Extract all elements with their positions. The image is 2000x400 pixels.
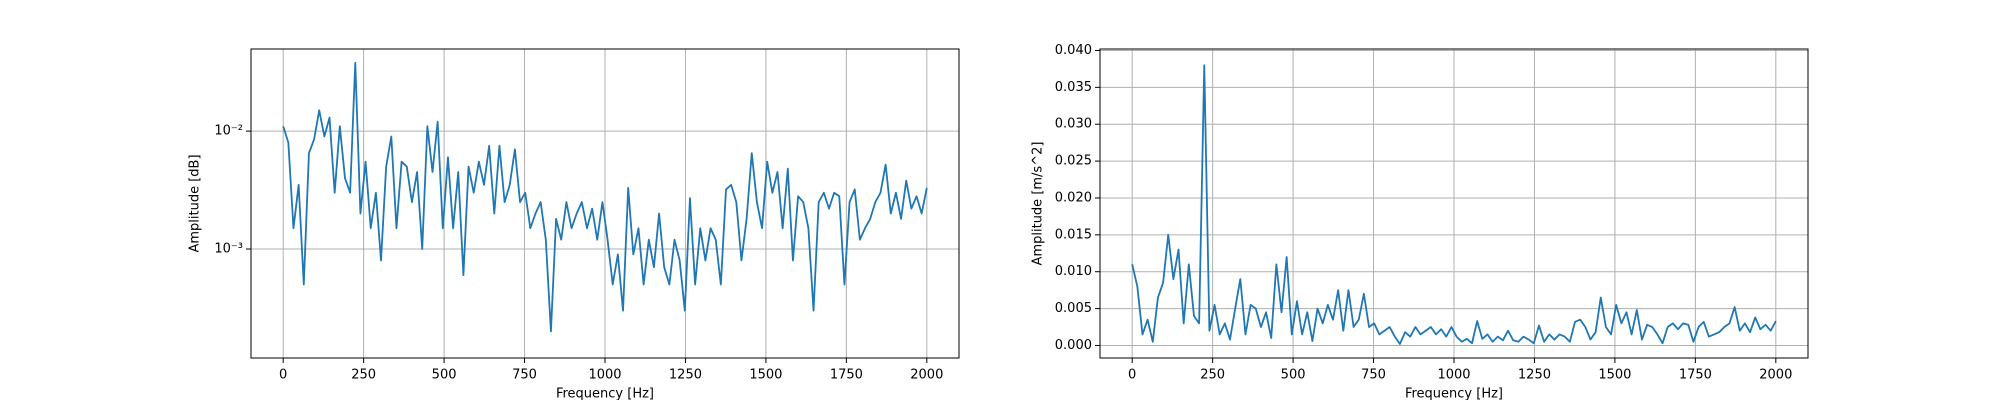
- y-tick-label: 0.020: [1055, 190, 1092, 205]
- x-tick-label: 0: [1128, 368, 1136, 383]
- y-tick-label: 0.040: [1055, 43, 1092, 58]
- y-tick-label: 0.005: [1055, 301, 1092, 316]
- x-tick-label: 750: [512, 368, 537, 383]
- y-tick-label: 0.030: [1055, 117, 1092, 132]
- y-axis-label: Amplitude [dB]: [188, 154, 203, 252]
- x-tick-label: 1750: [830, 368, 863, 383]
- y-tick-label: 10⁻²: [214, 124, 243, 139]
- x-tick-label: 500: [1281, 368, 1306, 383]
- x-axis-label: Frequency [Hz]: [1405, 387, 1503, 400]
- x-tick-label: 0: [279, 368, 287, 383]
- x-tick-label: 1250: [1518, 368, 1551, 383]
- data-line: [1131, 64, 1777, 345]
- x-tick-label: 250: [351, 368, 376, 383]
- x-tick-label: 1000: [1437, 368, 1470, 383]
- y-tick-label: 10⁻³: [214, 242, 243, 257]
- x-tick-label: 1500: [1598, 368, 1631, 383]
- x-tick-label: 500: [432, 368, 457, 383]
- subplot: 0 250 500 750 1000 1250 1500 1750 2000 10⁻³ 10⁻² Fr…: [188, 48, 960, 400]
- data-line: [282, 61, 928, 333]
- x-tick-label: 1500: [749, 368, 782, 383]
- x-axis-label: Frequency [Hz]: [556, 387, 654, 400]
- x-tick-label: 1000: [588, 368, 621, 383]
- y-tick-label: 0.015: [1055, 227, 1092, 242]
- axes-frame: [1099, 48, 1809, 359]
- x-tick-label: 1750: [1679, 368, 1712, 383]
- x-tick-label: 1250: [669, 368, 702, 383]
- x-tick-label: 2000: [910, 368, 943, 383]
- y-axis-label: Amplitude [m/s^2]: [1031, 142, 1046, 266]
- y-tick-label: 0.035: [1055, 80, 1092, 95]
- y-tick-label: 0.000: [1055, 338, 1092, 353]
- x-tick-label: 250: [1200, 368, 1225, 383]
- x-tick-label: 750: [1361, 368, 1386, 383]
- axes-frame: [250, 48, 960, 359]
- x-tick-label: 2000: [1759, 368, 1792, 383]
- subplot: 0 250 500 750 1000 1250 1500 1750 2000 0.000 0.005…: [1031, 43, 1809, 400]
- y-tick-label: 0.025: [1055, 154, 1092, 169]
- y-tick-label: 0.010: [1055, 264, 1092, 279]
